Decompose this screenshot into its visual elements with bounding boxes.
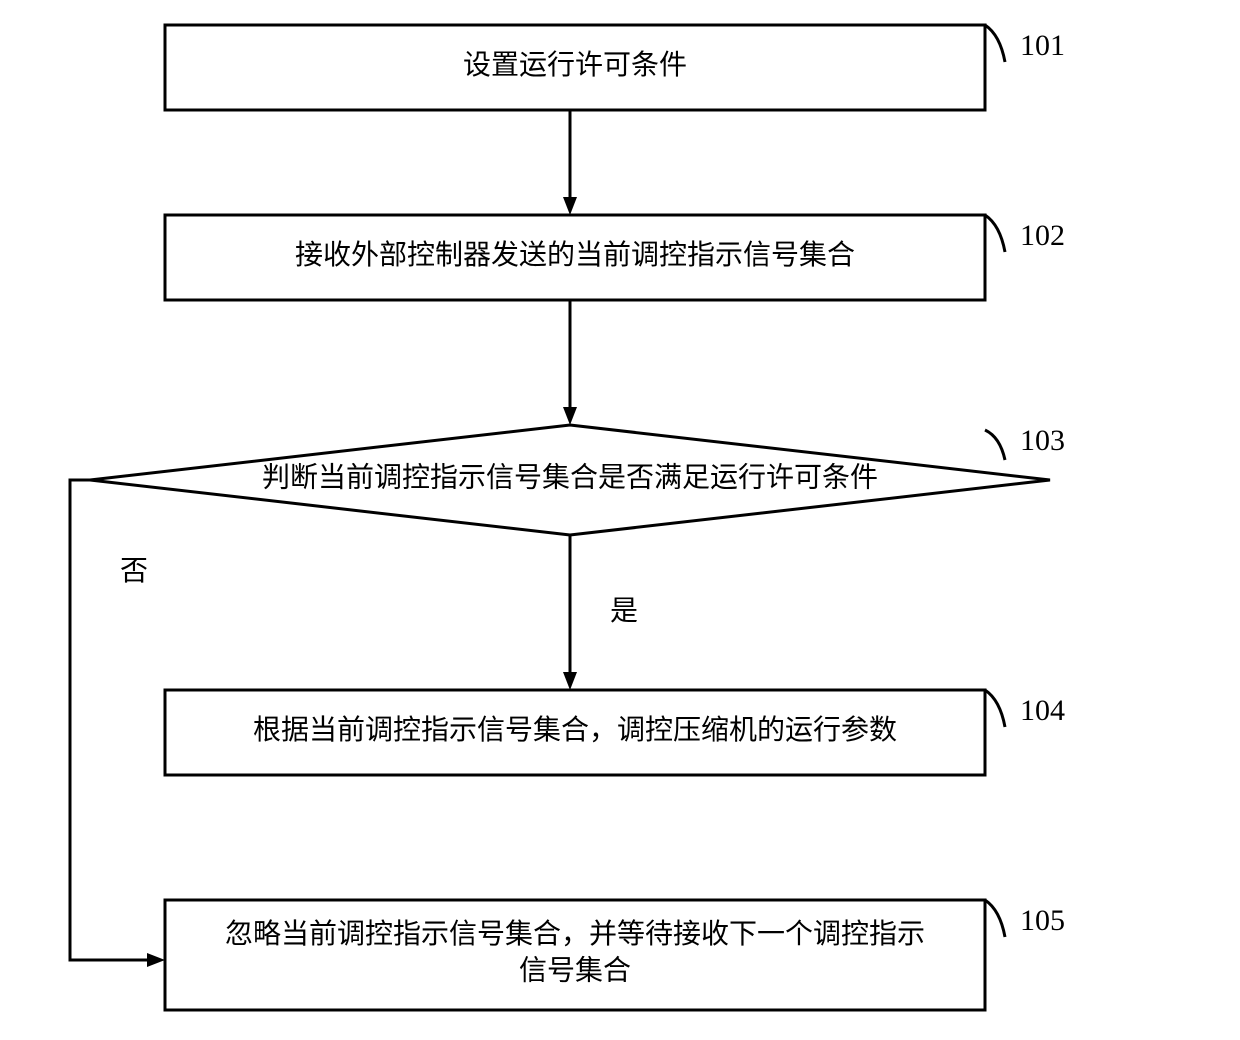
arrow-head (147, 953, 165, 967)
step-number: 102 (1020, 219, 1065, 252)
node-text: 接收外部控制器发送的当前调控指示信号集合 (295, 239, 855, 271)
step-tick (985, 215, 1005, 252)
node-text: 判断当前调控指示信号集合是否满足运行许可条件 (262, 461, 878, 493)
step-number: 103 (1020, 424, 1065, 457)
edge-label: 否 (120, 556, 148, 587)
node-text: 根据当前调控指示信号集合，调控压缩机的运行参数 (253, 714, 897, 746)
arrow-head (563, 407, 577, 425)
edge-line (70, 480, 147, 960)
arrow-head (563, 672, 577, 690)
arrow-head (563, 197, 577, 215)
node-text: 忽略当前调控指示信号集合，并等待接收下一个调控指示 (225, 918, 925, 950)
node-text: 设置运行许可条件 (463, 49, 687, 81)
step-tick (985, 690, 1005, 727)
step-number: 101 (1020, 29, 1065, 62)
node-text: 信号集合 (519, 955, 631, 987)
step-tick (985, 25, 1005, 62)
step-number: 104 (1020, 694, 1065, 727)
step-tick (985, 900, 1005, 937)
step-number: 105 (1020, 904, 1065, 937)
edge-label: 是 (610, 596, 638, 627)
step-tick (985, 430, 1005, 460)
flowchart-canvas: 是 否 设置运行许可条件接收外部控制器发送的当前调控指示信号集合判断当前调控指示信号… (0, 0, 1240, 1040)
